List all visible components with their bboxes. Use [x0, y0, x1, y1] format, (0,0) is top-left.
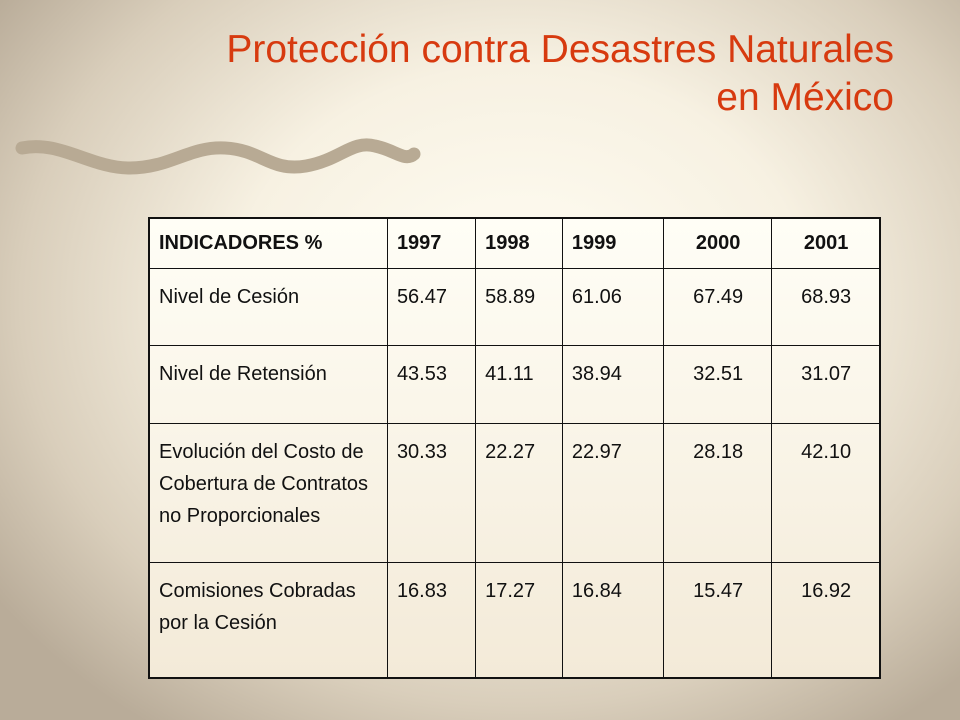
table-header-row: INDICADORES % 1997 1998 1999 2000 2001 [148, 217, 881, 269]
slide-title-line-2: en México [716, 76, 894, 119]
table-cell: 42.10 [771, 422, 881, 563]
table-cell: 61.06 [561, 267, 664, 346]
table-cell: 58.89 [475, 267, 563, 346]
table-cell: 32.51 [662, 344, 773, 424]
table-cell: 28.18 [662, 422, 773, 563]
header-1998: 1998 [475, 217, 563, 269]
indicators-table: INDICADORES % 1997 1998 1999 2000 2001 N… [148, 217, 881, 679]
table-cell: 31.07 [771, 344, 881, 424]
table-cell: 16.84 [561, 561, 664, 679]
table-cell: 68.93 [771, 267, 881, 346]
header-1999: 1999 [561, 217, 664, 269]
header-1997: 1997 [386, 217, 477, 269]
row-label: Nivel de Retensión [148, 344, 388, 424]
table-cell: 15.47 [662, 561, 773, 679]
table-cell: 16.83 [386, 561, 477, 679]
table-cell: 67.49 [662, 267, 773, 346]
slide-title-line-1: Protección contra Desastres Naturales [226, 28, 894, 71]
header-2001: 2001 [771, 217, 881, 269]
table-cell: 38.94 [561, 344, 664, 424]
table-cell: 17.27 [475, 561, 563, 679]
slide-title: Protección contra Desastres Naturales en… [226, 26, 894, 122]
table-row: Comisiones Cobradas por la Cesión 16.83 … [148, 561, 881, 679]
table-row: Nivel de Retensión 43.53 41.11 38.94 32.… [148, 344, 881, 424]
row-label: Evolución del Costo de Cobertura de Cont… [148, 422, 388, 563]
table-cell: 56.47 [386, 267, 477, 346]
header-2000: 2000 [662, 217, 773, 269]
table-row: Nivel de Cesión 56.47 58.89 61.06 67.49 … [148, 267, 881, 346]
table-cell: 41.11 [475, 344, 563, 424]
row-label: Comisiones Cobradas por la Cesión [148, 561, 388, 679]
header-indicadores: INDICADORES % [148, 217, 388, 269]
table-cell: 30.33 [386, 422, 477, 563]
row-label: Nivel de Cesión [148, 267, 388, 346]
table-cell: 43.53 [386, 344, 477, 424]
table-cell: 16.92 [771, 561, 881, 679]
table-cell: 22.97 [561, 422, 664, 563]
table-cell: 22.27 [475, 422, 563, 563]
table-row: Evolución del Costo de Cobertura de Cont… [148, 422, 881, 563]
